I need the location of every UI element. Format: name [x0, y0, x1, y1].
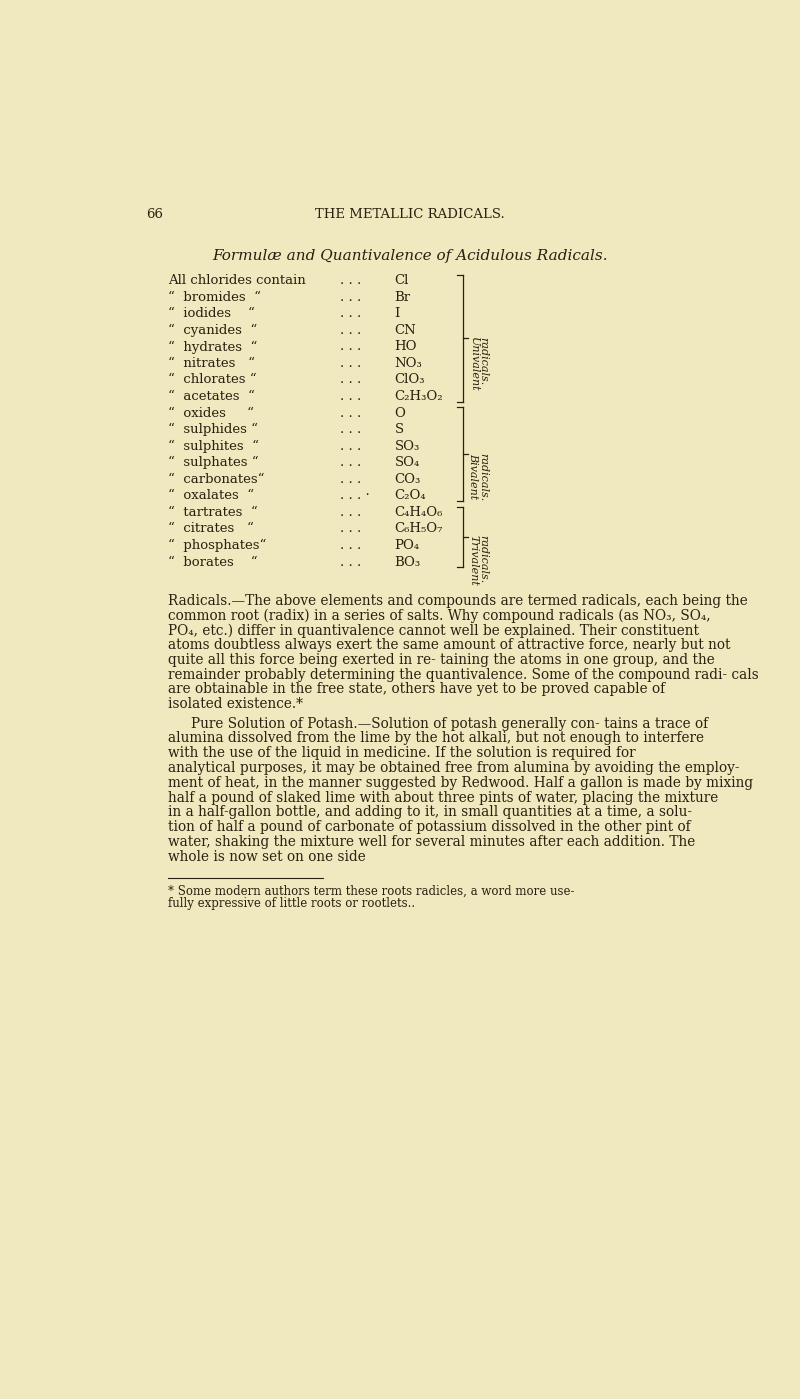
Text: O: O	[394, 407, 406, 420]
Text: C₆H₅O₇: C₆H₅O₇	[394, 522, 443, 536]
Text: C₄H₄O₆: C₄H₄O₆	[394, 506, 443, 519]
Text: CO₃: CO₃	[394, 473, 421, 485]
Text: “  oxides     “: “ oxides “	[168, 407, 254, 420]
Text: S: S	[394, 422, 404, 436]
Text: I: I	[394, 308, 400, 320]
Text: Pure Solution of Potash.—Solution of potash generally con- tains a trace of: Pure Solution of Potash.—Solution of pot…	[191, 716, 709, 730]
Text: “  chlorates “: “ chlorates “	[168, 374, 257, 386]
Text: “  sulphides “: “ sulphides “	[168, 422, 258, 436]
Text: radicals.: radicals.	[478, 536, 488, 583]
Text: . . . ·: . . . ·	[340, 490, 370, 502]
Text: radicals.: radicals.	[478, 453, 488, 501]
Text: Bivalent: Bivalent	[469, 453, 478, 499]
Text: BO₃: BO₃	[394, 555, 421, 568]
Text: ment of heat, in the manner suggested by Redwood. Half a gallon is made by mixin: ment of heat, in the manner suggested by…	[168, 775, 754, 789]
Text: are obtainable in the free state, others have yet to be proved capable of: are obtainable in the free state, others…	[168, 683, 666, 697]
Text: alumina dissolved from the lime by the hot alkali, but not enough to interfere: alumina dissolved from the lime by the h…	[168, 732, 704, 746]
Text: half a pound of slaked lime with about three pints of water, placing the mixture: half a pound of slaked lime with about t…	[168, 790, 718, 804]
Text: SO₃: SO₃	[394, 439, 420, 453]
Text: PO₄, etc.) differ in quantivalence cannot well be explained. Their constituent: PO₄, etc.) differ in quantivalence canno…	[168, 624, 699, 638]
Text: HO: HO	[394, 340, 417, 354]
Text: . . .: . . .	[340, 323, 362, 337]
Text: whole is now set on one side: whole is now set on one side	[168, 849, 366, 863]
Text: . . .: . . .	[340, 456, 362, 469]
Text: C₂O₄: C₂O₄	[394, 490, 426, 502]
Text: “  sulphates “: “ sulphates “	[168, 456, 259, 470]
Text: tion of half a pound of carbonate of potassium dissolved in the other pint of: tion of half a pound of carbonate of pot…	[168, 820, 691, 834]
Text: “  borates    “: “ borates “	[168, 555, 258, 568]
Text: . . .: . . .	[340, 340, 362, 354]
Text: Radicals.—The above elements and compounds are termed radicals, each being the: Radicals.—The above elements and compoun…	[168, 593, 748, 607]
Text: “  nitrates   “: “ nitrates “	[168, 357, 255, 369]
Text: * Some modern authors term these roots radicles, a word more use-: * Some modern authors term these roots r…	[168, 884, 574, 897]
Text: . . .: . . .	[340, 473, 362, 485]
Text: water, shaking the mixture well for several minutes after each addition. The: water, shaking the mixture well for seve…	[168, 835, 695, 849]
Text: Formulæ and Quantivalence of Acidulous Radicals.: Formulæ and Quantivalence of Acidulous R…	[212, 249, 608, 263]
Text: “  bromides  “: “ bromides “	[168, 291, 261, 304]
Text: . . .: . . .	[340, 422, 362, 436]
Text: “  sulphites  “: “ sulphites “	[168, 439, 259, 453]
Text: . . .: . . .	[340, 390, 362, 403]
Text: . . .: . . .	[340, 374, 362, 386]
Text: isolated existence.*: isolated existence.*	[168, 697, 303, 711]
Text: “  oxalates  “: “ oxalates “	[168, 490, 254, 502]
Text: . . .: . . .	[340, 506, 362, 519]
Text: common root (radix) in a series of salts. Why compound radicals (as NO₃, SO₄,: common root (radix) in a series of salts…	[168, 609, 711, 623]
Text: 66: 66	[146, 208, 163, 221]
Text: . . .: . . .	[340, 407, 362, 420]
Text: “  phosphates“: “ phosphates“	[168, 539, 266, 553]
Text: Univalent: Univalent	[469, 337, 478, 392]
Text: “  carbonates“: “ carbonates“	[168, 473, 265, 485]
Text: “  citrates   “: “ citrates “	[168, 522, 254, 536]
Text: PO₄: PO₄	[394, 539, 420, 553]
Text: . . .: . . .	[340, 439, 362, 453]
Text: All chlorides contain: All chlorides contain	[168, 274, 306, 287]
Text: ClO₃: ClO₃	[394, 374, 425, 386]
Text: “  cyanides  “: “ cyanides “	[168, 323, 258, 337]
Text: quite all this force being exerted in re- taining the atoms in one group, and th: quite all this force being exerted in re…	[168, 653, 715, 667]
Text: Trivalent: Trivalent	[469, 536, 478, 586]
Text: CN: CN	[394, 323, 416, 337]
Text: C₂H₃O₂: C₂H₃O₂	[394, 390, 443, 403]
Text: Br: Br	[394, 291, 410, 304]
Text: . . .: . . .	[340, 357, 362, 369]
Text: . . .: . . .	[340, 555, 362, 568]
Text: with the use of the liquid in medicine. If the solution is required for: with the use of the liquid in medicine. …	[168, 746, 636, 760]
Text: “  hydrates  “: “ hydrates “	[168, 340, 258, 354]
Text: SO₄: SO₄	[394, 456, 420, 469]
Text: . . .: . . .	[340, 539, 362, 553]
Text: analytical purposes, it may be obtained free from alumina by avoiding the employ: analytical purposes, it may be obtained …	[168, 761, 740, 775]
Text: . . .: . . .	[340, 522, 362, 536]
Text: radicals.: radicals.	[478, 337, 488, 385]
Text: THE METALLIC RADICALS.: THE METALLIC RADICALS.	[315, 208, 505, 221]
Text: “  iodides    “: “ iodides “	[168, 308, 255, 320]
Text: “  acetates  “: “ acetates “	[168, 390, 255, 403]
Text: . . .: . . .	[340, 308, 362, 320]
Text: atoms doubtless always exert the same amount of attractive force, nearly but not: atoms doubtless always exert the same am…	[168, 638, 730, 652]
Text: in a half-gallon bottle, and adding to it, in small quantities at a time, a solu: in a half-gallon bottle, and adding to i…	[168, 806, 692, 820]
Text: Cl: Cl	[394, 274, 409, 287]
Text: . . .: . . .	[340, 274, 362, 287]
Text: “  tartrates  “: “ tartrates “	[168, 506, 258, 519]
Text: NO₃: NO₃	[394, 357, 422, 369]
Text: . . .: . . .	[340, 291, 362, 304]
Text: remainder probably determining the quantivalence. Some of the compound radi- cal: remainder probably determining the quant…	[168, 667, 759, 681]
Text: fully expressive of little roots or rootlets..: fully expressive of little roots or root…	[168, 897, 415, 909]
